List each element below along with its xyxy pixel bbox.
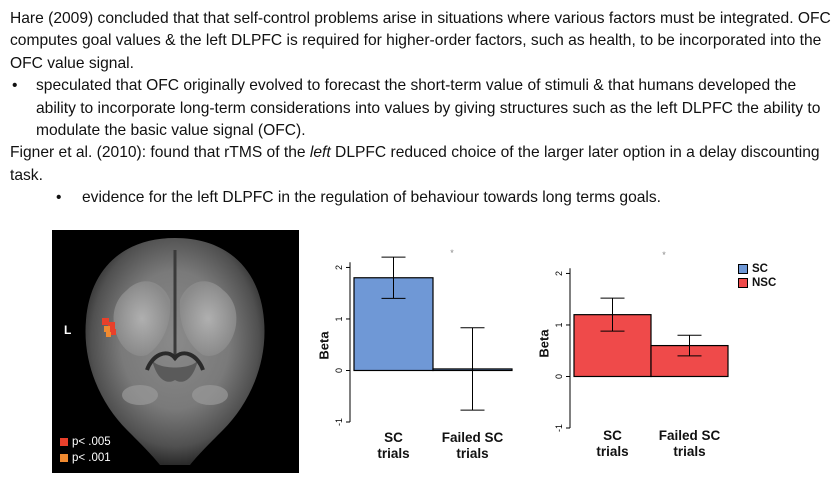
significance-marker: *: [450, 248, 454, 258]
x-category-line: SC: [603, 428, 622, 443]
brain-scan-image: L p< .005 p< .001: [52, 230, 299, 473]
legend-label: p< .001: [72, 452, 111, 464]
legend-label: SC: [752, 263, 768, 275]
bullet-dot: •: [56, 189, 62, 207]
x-category-line: Failed SC: [658, 428, 721, 443]
bullet-evidence-text: evidence for the left DLPFC in the regul…: [82, 189, 662, 207]
legend-item-nsc: NSC: [738, 276, 776, 290]
chart-legend: SC NSC: [738, 262, 776, 290]
x-category-line: trials: [596, 444, 629, 459]
bullet-evidence: • evidence for the left DLPFC in the reg…: [10, 187, 834, 209]
x-category-label: SC trials: [349, 430, 439, 462]
x-category-line: trials: [377, 446, 410, 461]
legend-swatch: [738, 278, 748, 288]
y-tick-label: 1: [334, 316, 344, 321]
legend-p005: p< .005: [60, 436, 111, 448]
x-category-label: SC trials: [568, 428, 658, 460]
legend-label: p< .005: [72, 436, 111, 448]
legend-swatch: [60, 438, 68, 446]
y-tick-label: 1: [554, 322, 564, 327]
x-category-line: SC: [384, 430, 403, 445]
bullet-speculated: • speculated that OFC originally evolved…: [10, 75, 834, 142]
y-tick-label: -1: [554, 424, 564, 432]
bullet-dot: •: [12, 77, 18, 95]
x-category-line: trials: [456, 446, 489, 461]
body-text: Hare (2009) concluded that that self-con…: [10, 8, 834, 210]
legend-item-sc: SC: [738, 262, 776, 276]
bullet-speculated-text: speculated that OFC originally evolved t…: [36, 77, 821, 140]
y-tick-label: 0: [334, 368, 344, 373]
x-category-line: Failed SC: [441, 430, 504, 445]
legend-label: NSC: [752, 277, 777, 289]
y-axis-label: Beta: [316, 331, 332, 360]
y-axis-label: Beta: [536, 329, 552, 358]
legend-p001: p< .001: [60, 452, 111, 464]
y-tick-label: 2: [334, 265, 344, 270]
hemisphere-label: L: [64, 323, 72, 337]
figner-emphasis: left: [309, 144, 331, 162]
figner-text-a: Figner et al. (2010): found that rTMS of…: [10, 144, 310, 162]
y-tick-label: -1: [334, 418, 344, 426]
paragraph-figner: Figner et al. (2010): found that rTMS of…: [10, 142, 834, 187]
chart-svg: -1 0 1 2 *: [334, 248, 513, 426]
x-category-line: trials: [673, 444, 706, 459]
legend-swatch: [738, 264, 748, 274]
y-tick-label: 0: [554, 374, 564, 379]
chart-svg: -1 0 1 2 *: [554, 250, 729, 432]
significance-marker: *: [662, 250, 666, 260]
x-category-label: Failed SC trials: [428, 430, 518, 462]
brain-coronal-slice: [85, 238, 265, 465]
bar-chart-blue: -1 0 1 2 * SC trials Failed SC trials Beta: [316, 240, 528, 470]
x-category-label: Failed SC trials: [645, 428, 735, 460]
legend-swatch: [60, 454, 68, 462]
bar-chart-red: -1 0 1 2 * SC trials Failed SC trials Beta: [536, 240, 740, 470]
y-tick-label: 2: [554, 271, 564, 276]
figner-text-b: DLPFC reduced choice of the larger later…: [10, 144, 820, 184]
paragraph-hare: Hare (2009) concluded that that self-con…: [10, 10, 831, 72]
